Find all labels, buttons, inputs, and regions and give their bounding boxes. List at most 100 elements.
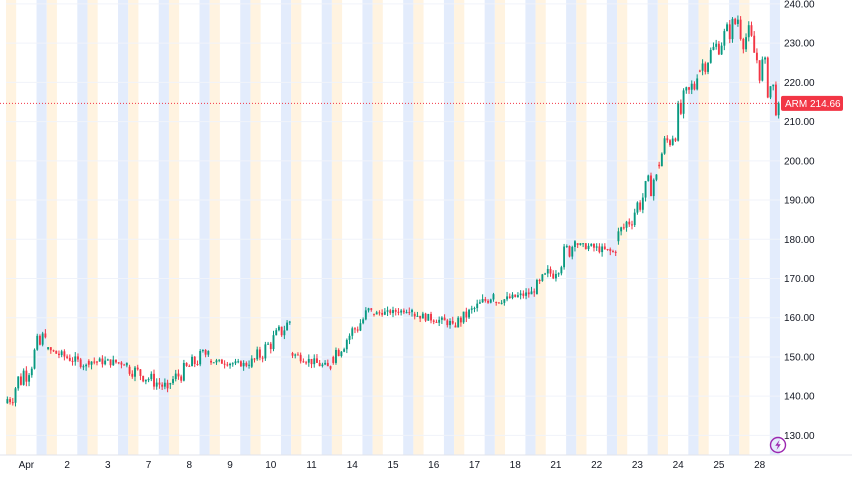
candle bbox=[777, 101, 780, 119]
candle bbox=[147, 377, 150, 383]
candle bbox=[554, 270, 557, 282]
candle bbox=[272, 330, 275, 352]
candle bbox=[677, 100, 680, 142]
candle bbox=[201, 349, 204, 353]
candle bbox=[125, 362, 128, 368]
candle bbox=[120, 361, 123, 369]
candle bbox=[704, 61, 707, 75]
candle bbox=[419, 315, 422, 323]
x-tick-label: 7 bbox=[146, 460, 152, 471]
candle bbox=[166, 379, 169, 393]
candle bbox=[253, 357, 256, 363]
candle bbox=[386, 306, 389, 317]
candle bbox=[595, 243, 598, 251]
candle bbox=[514, 294, 517, 298]
candle bbox=[106, 358, 109, 361]
candle bbox=[766, 56, 769, 99]
y-axis[interactable]: 130.00 140.00 150.00 160.00 170.00 180.00 190.… bbox=[784, 0, 815, 442]
candle bbox=[248, 360, 251, 369]
candle bbox=[576, 243, 579, 249]
candle bbox=[302, 358, 305, 363]
candle bbox=[280, 326, 283, 337]
premarket-band bbox=[535, 0, 546, 455]
candle bbox=[408, 307, 411, 316]
candle bbox=[707, 62, 709, 75]
candle bbox=[568, 245, 571, 258]
candle bbox=[495, 301, 498, 306]
postmarket-band bbox=[199, 0, 210, 455]
candle bbox=[258, 346, 261, 361]
candle bbox=[688, 86, 690, 94]
candle bbox=[79, 357, 82, 369]
candle bbox=[25, 366, 28, 387]
premarket-band bbox=[413, 0, 424, 455]
candle bbox=[226, 361, 229, 367]
premarket-band bbox=[576, 0, 587, 455]
candle bbox=[394, 308, 397, 316]
candle bbox=[750, 21, 753, 37]
candle bbox=[438, 316, 441, 327]
x-tick-label: 9 bbox=[227, 460, 233, 471]
candle bbox=[598, 243, 601, 254]
lightning-icon[interactable] bbox=[769, 436, 787, 454]
candle bbox=[158, 378, 161, 389]
candle bbox=[210, 358, 212, 365]
x-axis[interactable]: Apr 2 3 7 8 9 10 11 14 15 16 17 18 21 22 23 24 25 28 bbox=[0, 454, 852, 471]
candle bbox=[264, 341, 267, 361]
candle bbox=[584, 243, 587, 250]
candle bbox=[693, 81, 696, 91]
candle bbox=[655, 174, 658, 182]
premarket-band bbox=[209, 0, 220, 455]
candle bbox=[6, 396, 9, 404]
postmarket-band bbox=[118, 0, 129, 455]
x-tick-label: 22 bbox=[591, 460, 603, 471]
candle bbox=[546, 265, 549, 278]
candle bbox=[582, 243, 585, 248]
candle bbox=[620, 226, 623, 236]
postmarket-band bbox=[158, 0, 169, 455]
candle bbox=[291, 351, 294, 359]
candle bbox=[237, 358, 240, 364]
candle bbox=[131, 370, 134, 379]
postmarket-band bbox=[729, 0, 740, 455]
premarket-band bbox=[291, 0, 302, 455]
price-badge-bg bbox=[781, 95, 843, 111]
candle bbox=[275, 328, 278, 336]
x-tick-label: 15 bbox=[387, 460, 399, 471]
candle bbox=[144, 379, 147, 385]
x-tick-label: 11 bbox=[306, 460, 317, 471]
candle bbox=[701, 59, 704, 76]
candle bbox=[220, 358, 223, 364]
candle bbox=[98, 357, 101, 362]
candle bbox=[375, 310, 378, 315]
candle bbox=[389, 308, 392, 315]
candle bbox=[316, 354, 318, 363]
candle bbox=[261, 355, 264, 363]
candle bbox=[191, 354, 193, 367]
candle bbox=[742, 37, 745, 54]
candle bbox=[625, 220, 628, 232]
candle bbox=[71, 357, 74, 366]
candle bbox=[9, 397, 12, 405]
candle bbox=[378, 310, 381, 316]
candle bbox=[402, 308, 405, 315]
y-tick-label: 210.00 bbox=[784, 117, 815, 128]
candle bbox=[481, 294, 484, 303]
candle bbox=[666, 135, 669, 143]
x-tick-label: 16 bbox=[428, 460, 440, 471]
candle bbox=[663, 136, 666, 155]
candle bbox=[335, 347, 337, 365]
premarket-band bbox=[250, 0, 261, 455]
candle bbox=[269, 341, 272, 354]
candle bbox=[392, 306, 394, 318]
candle bbox=[359, 319, 362, 332]
candle bbox=[115, 359, 117, 364]
x-tick-label: 10 bbox=[265, 460, 277, 471]
y-tick-label: 170.00 bbox=[784, 274, 815, 285]
candle bbox=[169, 382, 172, 389]
premarket-band bbox=[331, 0, 343, 455]
candle bbox=[38, 334, 41, 346]
candle bbox=[153, 369, 155, 390]
candle bbox=[601, 243, 604, 257]
